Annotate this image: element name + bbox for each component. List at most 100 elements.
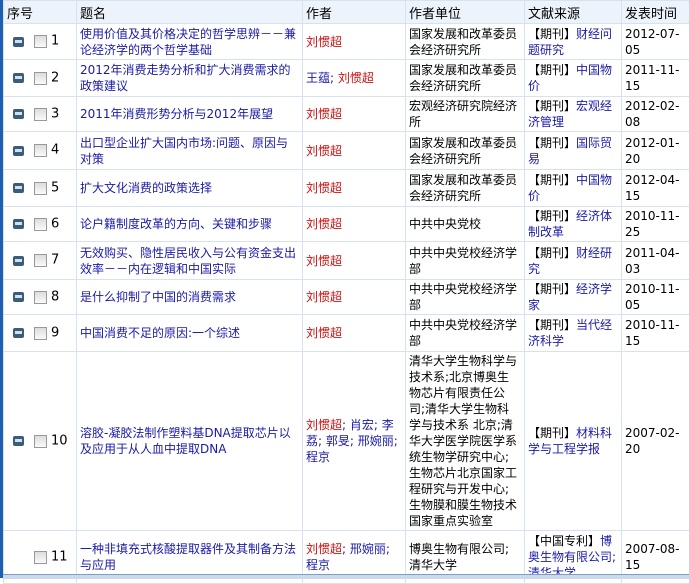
author-link[interactable]: 刘惯超 [306, 290, 342, 304]
author-separator: ; [350, 434, 354, 448]
affiliation-text: 国家发展和改革委员会经济研究所 [409, 63, 517, 93]
author-link[interactable]: 刘惯超 [306, 181, 342, 195]
author-cell: 刘惯超; 肖宏; 李荔; 郭旻; 邢婉丽; 程京 [303, 352, 406, 531]
save-icon[interactable] [13, 328, 24, 338]
title-link[interactable]: 论户籍制度改革的方向、关键和步骤 [80, 217, 272, 231]
header-author[interactable]: 作者 [303, 1, 406, 24]
affiliation-text: 中共中央党校经济学部 [409, 246, 517, 276]
select-checkbox[interactable] [34, 435, 47, 448]
index-cell: 9 [4, 315, 77, 352]
title-link[interactable]: 出口型企业扩大国内市场:问题、原因与对策 [80, 136, 288, 166]
author-link[interactable]: 刘惯超 [338, 71, 374, 85]
author-link[interactable]: 刘惯超 [306, 144, 342, 158]
header-date[interactable]: 发表时间 [622, 1, 689, 24]
select-checkbox[interactable] [34, 327, 47, 340]
save-icon[interactable] [13, 183, 24, 193]
title-link[interactable]: 2012年消费走势分析和扩大消费需求的政策建议 [80, 63, 291, 93]
select-checkbox[interactable] [34, 108, 47, 121]
source-cell: 【期刊】中国物价 [525, 60, 622, 97]
header-index[interactable]: 序号 [4, 1, 77, 24]
title-link[interactable]: 溶胶-凝胶法制作塑料基DNA提取芯片以及应用于从人血中提取DNA [80, 426, 291, 456]
affiliation-text: 中共中央党校经济学部 [409, 282, 517, 312]
select-checkbox[interactable] [34, 35, 47, 48]
row-number: 6 [51, 216, 59, 231]
publish-date: 2007-08-15 [625, 542, 679, 572]
select-checkbox[interactable] [34, 291, 47, 304]
title-link[interactable]: 无效购买、隐性居民收入与公有资金支出效率－－内在逻辑和中国实际 [80, 246, 296, 276]
source-cell: 【期刊】财经问题研究 [525, 24, 622, 60]
author-link[interactable]: 刘惯超 [306, 35, 342, 49]
save-icon[interactable] [13, 146, 24, 156]
title-cell: 中国消费不足的原因:一个综述 [77, 315, 303, 352]
author-link[interactable]: 程京 [306, 450, 330, 464]
author-link[interactable]: 刘惯超 [306, 254, 342, 268]
affiliation-cell: 中共中央党校 [406, 207, 525, 242]
save-icon[interactable] [13, 109, 24, 119]
title-link[interactable]: 中国消费不足的原因:一个综述 [80, 326, 240, 340]
select-checkbox[interactable] [34, 72, 47, 85]
index-cell: 7 [4, 242, 77, 280]
author-link[interactable]: 邢婉丽 [350, 542, 386, 556]
author-separator: ; [394, 434, 398, 448]
row-number: 4 [51, 143, 59, 158]
author-link[interactable]: 郭旻 [326, 434, 350, 448]
title-cell: 是什么抑制了中国的消费需求 [77, 280, 303, 315]
header-title[interactable]: 题名 [77, 1, 303, 24]
affiliation-text: 国家发展和改革委员会经济研究所 [409, 136, 517, 166]
header-source[interactable]: 文献来源 [525, 1, 622, 24]
save-icon[interactable] [13, 73, 24, 83]
author-link[interactable]: 刘惯超 [306, 107, 342, 121]
author-link[interactable]: 邢婉丽 [358, 434, 394, 448]
index-cell: 2 [4, 60, 77, 97]
date-cell: 2012-01-20 [622, 132, 689, 170]
author-link[interactable]: 肖宏 [350, 418, 374, 432]
author-link[interactable]: 程京 [306, 558, 330, 572]
title-cell: 2012年消费走势分析和扩大消费需求的政策建议 [77, 60, 303, 97]
source-cell: 【期刊】中国物价 [525, 170, 622, 207]
author-link[interactable]: 刘惯超 [306, 217, 342, 231]
select-checkbox[interactable] [34, 254, 47, 267]
save-icon[interactable] [13, 292, 24, 302]
source-cell: 【期刊】财经研究 [525, 242, 622, 280]
save-icon[interactable] [13, 436, 24, 446]
author-cell: 刘惯超 [303, 207, 406, 242]
save-icon[interactable] [13, 219, 24, 229]
title-link[interactable]: 扩大文化消费的政策选择 [80, 181, 212, 195]
author-link[interactable]: 刘惯超 [306, 326, 342, 340]
select-checkbox[interactable] [34, 182, 47, 195]
author-link[interactable]: 王蕴 [306, 71, 330, 85]
author-separator: ; [342, 418, 346, 432]
affiliation-cell: 宏观经济研究院经济所 [406, 97, 525, 132]
affiliation-cell: 国家发展和改革委员会经济研究所 [406, 170, 525, 207]
title-link[interactable]: 使用价值及其价格决定的哲学思辨－－兼论经济学的两个哲学基础 [80, 27, 296, 57]
source-cell: 【期刊】当代经济科学 [525, 315, 622, 352]
select-checkbox[interactable] [34, 144, 47, 157]
title-link[interactable]: 是什么抑制了中国的消费需求 [80, 290, 236, 304]
save-icon[interactable] [13, 37, 24, 47]
table-row: 6 论户籍制度改革的方向、关键和步骤 刘惯超 中共中央党校 【期刊】经济体制改革… [4, 207, 689, 242]
author-link[interactable]: 刘惯超 [306, 542, 342, 556]
author-link[interactable]: 刘惯超 [306, 418, 342, 432]
title-cell: 溶胶-凝胶法制作塑料基DNA提取芯片以及应用于从人血中提取DNA [77, 352, 303, 531]
select-checkbox[interactable] [34, 551, 47, 564]
table-header-row: 序号 题名 作者 作者单位 文献来源 发表时间 [4, 1, 689, 24]
affiliation-text: 中共中央党校经济学部 [409, 318, 517, 348]
affiliation-cell: 中共中央党校经济学部 [406, 315, 525, 352]
date-cell: 2011-04-03 [622, 242, 689, 280]
index-cell: 8 [4, 280, 77, 315]
affiliation-text: 国家发展和改革委员会经济研究所 [409, 173, 517, 203]
source-type: 【期刊】 [528, 99, 576, 113]
author-cell: 刘惯超 [303, 24, 406, 60]
row-number: 5 [51, 180, 59, 195]
publish-date: 2010-11-05 [625, 282, 679, 312]
title-link[interactable]: 一种非填充式核酸提取器件及其制备方法与应用 [80, 542, 296, 572]
index-cell: 6 [4, 207, 77, 242]
author-cell: 刘惯超 [303, 280, 406, 315]
publish-date: 2011-11-15 [625, 63, 679, 93]
save-icon[interactable] [13, 256, 24, 266]
index-cell: 1 [4, 24, 77, 60]
source-type: 【期刊】 [528, 63, 576, 77]
header-affiliation[interactable]: 作者单位 [406, 1, 525, 24]
select-checkbox[interactable] [34, 218, 47, 231]
title-link[interactable]: 2011年消费形势分析与2012年展望 [80, 107, 273, 121]
